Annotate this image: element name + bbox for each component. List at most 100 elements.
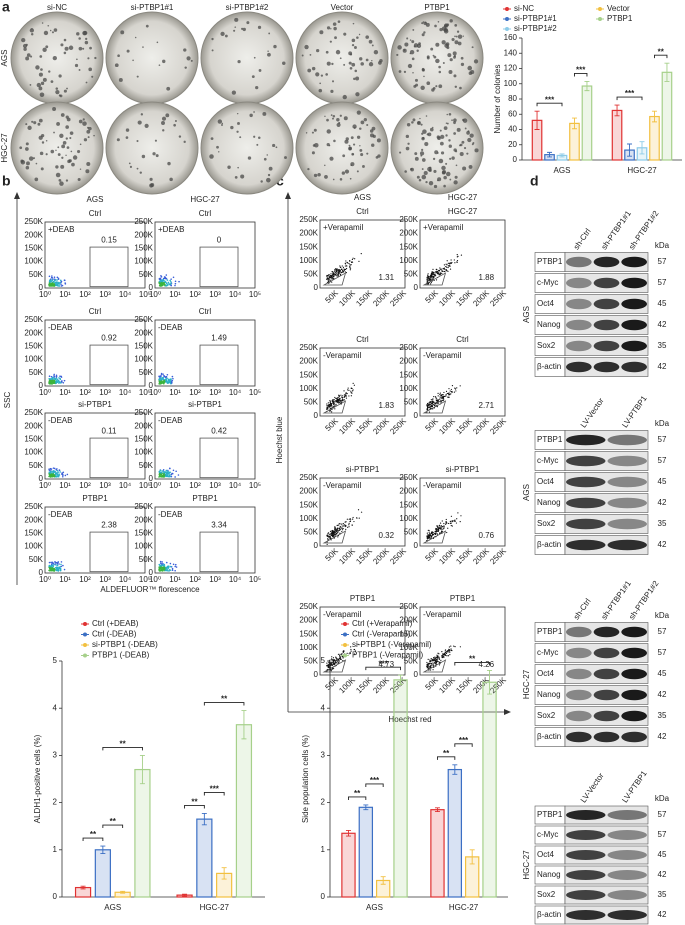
cell-dot <box>165 471 167 473</box>
y-tick-label: 100K <box>24 257 43 266</box>
colony <box>167 161 171 166</box>
colony <box>414 156 419 161</box>
x-tick-label: 150K <box>354 546 374 566</box>
plot-title: Ctrl <box>456 335 469 344</box>
colony <box>301 54 304 57</box>
cell-dot <box>328 661 330 664</box>
colony <box>413 84 417 88</box>
cell-dot <box>333 531 335 533</box>
cell-dot <box>440 659 442 661</box>
cell-dot <box>162 376 165 379</box>
colony <box>154 139 157 142</box>
kda-label: 45 <box>658 850 667 859</box>
colony <box>76 58 78 61</box>
significance-label: ** <box>221 695 228 704</box>
lane-label: sh-Ctrl <box>572 227 593 252</box>
colony <box>149 177 153 181</box>
colony <box>311 131 314 134</box>
protein-label: Nanog <box>537 498 561 507</box>
error-bar <box>120 890 126 894</box>
cell-dot <box>339 526 341 528</box>
cell-dot <box>432 662 434 664</box>
colony <box>28 156 34 161</box>
cell-dot <box>60 283 62 285</box>
cell-dot <box>63 279 66 282</box>
x-tick-label: 100K <box>437 675 457 695</box>
cell-dot <box>350 387 352 389</box>
y-tick-label: 250K <box>24 217 43 226</box>
y-tick-label: 200K <box>399 357 418 366</box>
y-tick-label: 200K <box>299 357 318 366</box>
y-tick-label: 200K <box>399 229 418 238</box>
cell-dot <box>438 527 440 529</box>
colony <box>356 110 361 115</box>
cell-dot <box>49 279 51 282</box>
cell-dot <box>336 660 338 662</box>
cell-dot <box>56 564 59 567</box>
cell-dot <box>328 406 330 408</box>
cell-dot <box>454 519 456 521</box>
cell-dot <box>55 374 58 377</box>
colony <box>272 143 276 148</box>
cell-dot <box>332 667 335 669</box>
cell-dot <box>435 272 438 274</box>
colony <box>23 47 27 51</box>
cell-dot <box>431 535 433 537</box>
cell-dot <box>338 394 340 397</box>
plot-title: Ctrl <box>89 209 102 218</box>
plot-tag: -DEAB <box>158 416 182 425</box>
cell-dot <box>347 262 349 264</box>
colony <box>267 173 271 177</box>
cell-dot <box>431 532 433 534</box>
cell-dot <box>329 402 332 404</box>
cell-dot <box>340 272 343 274</box>
y-tick-label: 50K <box>304 270 319 279</box>
cell-dot <box>437 392 439 394</box>
cell-dot <box>335 268 337 270</box>
colony <box>69 137 72 140</box>
cell-dot <box>337 659 339 661</box>
y-tick-label: 250K <box>24 315 43 324</box>
colony <box>60 43 64 47</box>
colony <box>355 76 360 81</box>
colony <box>443 184 446 188</box>
cell-dot <box>178 280 180 283</box>
cell-dot <box>354 258 356 260</box>
cell-dot <box>169 380 172 383</box>
colony <box>353 46 357 49</box>
cell-dot <box>426 532 428 534</box>
cell-dot <box>444 268 446 270</box>
cell-dot <box>335 269 338 271</box>
colony <box>60 113 65 117</box>
band <box>566 455 606 467</box>
gate <box>422 400 447 414</box>
colony <box>333 139 336 143</box>
colony <box>59 181 64 186</box>
cell-dot <box>349 651 351 654</box>
colony <box>421 132 424 135</box>
cell-dot <box>437 402 439 404</box>
colony <box>68 45 74 51</box>
colony <box>66 117 71 122</box>
cell-dot <box>169 279 171 282</box>
cell-dot <box>432 278 434 280</box>
cell-dot <box>165 561 168 564</box>
x-tick-label: 10⁵ <box>139 388 151 397</box>
colony <box>421 67 425 71</box>
cell-dot <box>354 650 357 652</box>
cell-dot <box>340 399 342 401</box>
cell-dot <box>428 275 430 277</box>
cell-dot <box>346 392 348 395</box>
side-label: AGS <box>522 306 531 323</box>
cell-dot <box>61 473 63 475</box>
cell-dot <box>436 525 438 527</box>
cell-dot <box>339 273 342 275</box>
colony <box>471 46 474 49</box>
colony <box>409 52 412 55</box>
colony <box>61 144 66 149</box>
y-tick-label: 150K <box>399 370 418 379</box>
cell-dot <box>442 528 444 530</box>
x-tick-label: 100K <box>337 416 357 436</box>
cell-dot <box>164 281 167 283</box>
cell-dot <box>334 528 337 530</box>
